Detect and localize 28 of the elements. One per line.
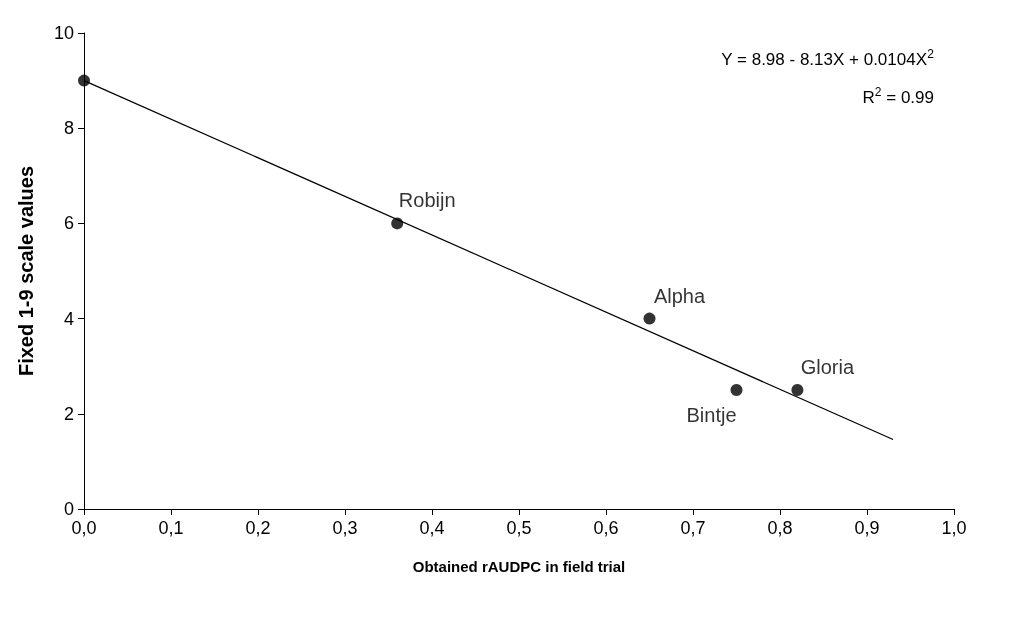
y-tick-label: 2 [63,403,74,424]
x-tick-label: 0,8 [767,518,793,538]
annotation: Alpha [653,284,706,307]
x-tick-label: 1,0 [941,518,967,538]
x-tick-label: 0,3 [332,518,358,538]
x-tick-label: 0,4 [419,518,445,538]
y-tick-label: 6 [63,213,74,234]
x-tick-label: 0,0 [71,518,97,538]
x-tick-label: 0,5 [506,518,532,538]
x-axis-title: Obtained rAUDPC in field trial [412,558,626,575]
point [643,312,656,325]
y-tick-label: 4 [63,308,74,329]
x-tick-label: 0,7 [680,518,706,538]
point [391,217,404,230]
point [791,384,804,396]
y-tick-label: 8 [63,118,74,139]
annotation: Robijn [398,189,456,212]
y-tick-label: 10 [53,23,74,43]
y-axis-title: Fixed 1-9 scale values [15,165,37,377]
x-tick-label: 0,6 [593,518,619,538]
point [730,384,743,396]
annotation: Bintje [686,404,737,426]
x-tick-label: 0,2 [245,518,271,538]
x-tick-label: 0,9 [854,518,880,538]
point [78,74,90,87]
y-tick-label: 0 [63,499,74,519]
x-tick-label: 0,1 [158,518,184,538]
annotation: Gloria [800,356,855,378]
